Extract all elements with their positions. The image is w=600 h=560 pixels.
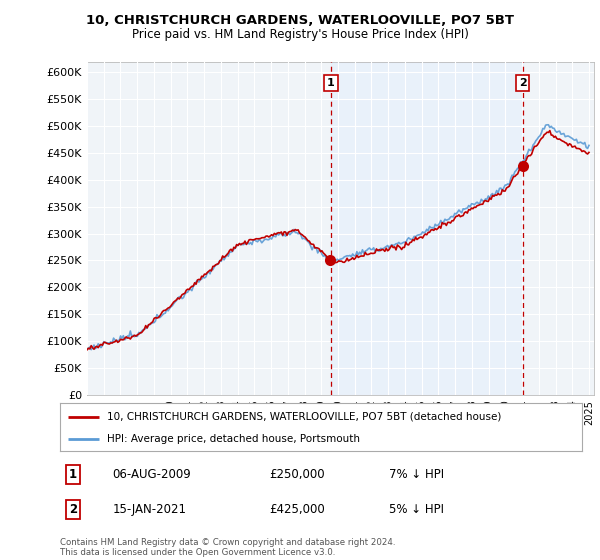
Text: 5% ↓ HPI: 5% ↓ HPI	[389, 503, 444, 516]
Text: HPI: Average price, detached house, Portsmouth: HPI: Average price, detached house, Port…	[107, 434, 360, 444]
Text: 1: 1	[327, 78, 335, 88]
Text: £250,000: £250,000	[269, 468, 325, 481]
Text: 06-AUG-2009: 06-AUG-2009	[112, 468, 191, 481]
Text: Price paid vs. HM Land Registry's House Price Index (HPI): Price paid vs. HM Land Registry's House …	[131, 28, 469, 41]
Text: 15-JAN-2021: 15-JAN-2021	[112, 503, 186, 516]
Text: 2: 2	[69, 503, 77, 516]
Text: £425,000: £425,000	[269, 503, 325, 516]
Text: 10, CHRISTCHURCH GARDENS, WATERLOOVILLE, PO7 5BT: 10, CHRISTCHURCH GARDENS, WATERLOOVILLE,…	[86, 14, 514, 27]
Text: 2: 2	[519, 78, 527, 88]
Bar	[331, 62, 523, 395]
Text: 10, CHRISTCHURCH GARDENS, WATERLOOVILLE, PO7 5BT (detached house): 10, CHRISTCHURCH GARDENS, WATERLOOVILLE,…	[107, 412, 502, 422]
Text: Contains HM Land Registry data © Crown copyright and database right 2024.
This d: Contains HM Land Registry data © Crown c…	[60, 538, 395, 557]
Text: 7% ↓ HPI: 7% ↓ HPI	[389, 468, 444, 481]
Text: 1: 1	[69, 468, 77, 481]
